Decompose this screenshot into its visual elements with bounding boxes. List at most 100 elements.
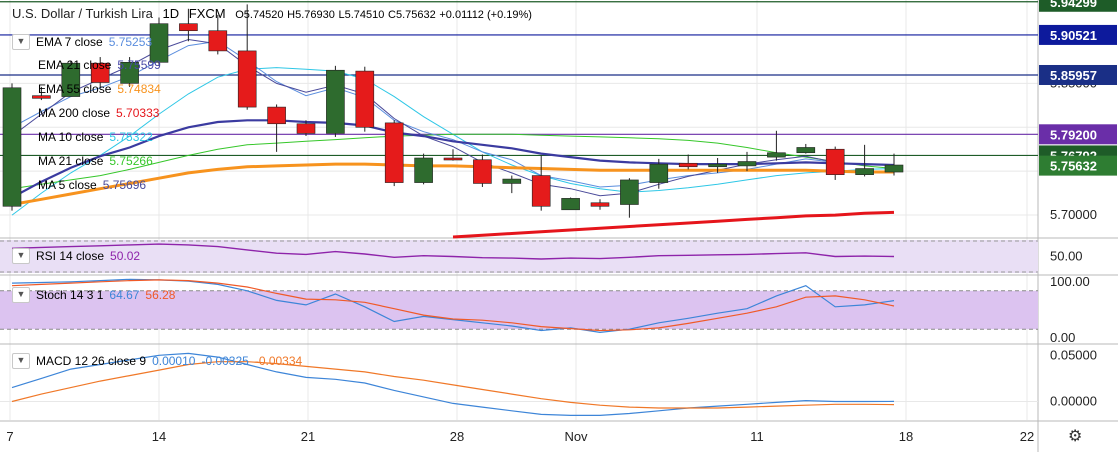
- candle-body: [825, 148, 845, 175]
- price-badge-label: 5.79200: [1050, 127, 1097, 142]
- x-tick-label: 28: [450, 429, 464, 444]
- candle-body: [737, 161, 757, 167]
- indicator-name: MA 10 close: [38, 130, 104, 144]
- indicator-value: 5.75253: [108, 35, 153, 49]
- indicator-legend-ema55[interactable]: EMA 55 close 5.74834: [38, 82, 161, 96]
- indicator-name: RSI 14 close: [36, 249, 105, 263]
- high-value: H5.76930: [287, 9, 335, 21]
- indicator-name: Stoch 14 3 1: [36, 288, 104, 302]
- indicator-name: EMA 7 close: [36, 35, 103, 49]
- x-tick-label: 22: [1020, 429, 1034, 444]
- indicator-value: 5.74834: [117, 82, 161, 96]
- candle-body: [708, 163, 727, 168]
- x-tick-label: 7: [6, 429, 13, 444]
- price-badge: [1039, 64, 1117, 85]
- rsi-legend[interactable]: ▼ RSI 14 close 50.02: [12, 248, 140, 264]
- source-label: FXCM: [188, 6, 226, 21]
- candle-body: [884, 164, 904, 173]
- macd-legend[interactable]: ▼ MACD 12 26 close 9 0.00010 -0.00325 -0…: [12, 353, 302, 369]
- macd-signal-line: [11, 361, 895, 409]
- indicator-name: MA 200 close: [38, 106, 111, 120]
- indicator-legend-ema7[interactable]: ▼ EMA 7 close 5.75253: [12, 34, 152, 50]
- macd-hist-value: -0.00334: [254, 354, 303, 368]
- x-tick-label: 14: [152, 429, 166, 444]
- indicator-value: 50.02: [110, 249, 141, 263]
- price-badge: [1039, 24, 1117, 45]
- stoch-legend[interactable]: ▼ Stoch 14 3 1 64.67 56.28: [12, 287, 175, 303]
- indicator-name: EMA 21 close: [38, 58, 112, 72]
- x-tick-label: Nov: [564, 429, 588, 444]
- candle-body: [32, 95, 51, 99]
- open-value: O5.74520: [235, 9, 284, 21]
- x-tick-label: 18: [899, 429, 913, 444]
- low-value: L5.74510: [338, 9, 385, 21]
- collapse-chevron-icon[interactable]: ▼: [12, 34, 30, 50]
- collapse-chevron-icon[interactable]: ▼: [12, 353, 30, 369]
- indicator-name: EMA 55 close: [38, 82, 112, 96]
- price-badge-label: 5.85957: [1050, 68, 1097, 83]
- stoch-d-value: 56.28: [145, 288, 176, 302]
- rsi-line: [11, 243, 895, 260]
- indicator-value: 5.75266: [109, 154, 153, 168]
- price-badge-label: 5.75632: [1050, 159, 1097, 174]
- close-value: C5.75632: [388, 9, 436, 21]
- macd-signal-value: -0.00325: [201, 354, 249, 368]
- interval-label[interactable]: 1D: [162, 6, 180, 21]
- chart-header: U.S. Dollar / Turkish Lira 1D FXCM O5.74…: [12, 6, 532, 21]
- candle-body: [90, 62, 110, 83]
- macd-tick-label: 0.05000: [1050, 347, 1097, 362]
- candle-body: [267, 106, 286, 125]
- indicator-name: MA 5 close: [38, 178, 97, 192]
- candle-body: [61, 62, 81, 97]
- indicator-value: 5.70333: [116, 106, 160, 120]
- candle-body: [355, 70, 375, 128]
- x-tick-label: 11: [750, 429, 764, 444]
- candle-body: [767, 152, 786, 158]
- stoch-tick-label: 0.00: [1050, 330, 1075, 345]
- candle-body: [326, 69, 345, 134]
- candle-body: [237, 50, 257, 108]
- price-badge-label: 5.90521: [1050, 28, 1097, 43]
- indicator-value: 5.75599: [117, 58, 161, 72]
- candle-body: [620, 179, 639, 205]
- candle-body: [796, 147, 816, 154]
- candle-body: [855, 168, 874, 175]
- candle-body: [678, 162, 698, 168]
- indicator-legend-ma5[interactable]: MA 5 close 5.75696: [38, 178, 146, 192]
- indicator-legend-ma10[interactable]: MA 10 close 5.75322: [38, 130, 153, 144]
- indicator-legend-ema21[interactable]: EMA 21 close 5.75599: [38, 58, 161, 72]
- price-tick-label: 5.70000: [1050, 207, 1097, 222]
- price-badge: [1039, 124, 1117, 145]
- candle-body: [649, 163, 669, 183]
- stoch-k-value: 64.67: [109, 288, 140, 302]
- macd-value: 0.00010: [152, 354, 196, 368]
- indicator-value: 5.75322: [109, 130, 153, 144]
- candle-body: [443, 157, 463, 161]
- indicator-value: 5.75696: [102, 178, 147, 192]
- rsi-tick-label: 50.00: [1050, 249, 1083, 264]
- x-tick-label: 21: [301, 429, 315, 444]
- macd-tick-label: 0.00000: [1050, 394, 1097, 409]
- indicator-legend-ma200[interactable]: MA 200 close 5.70333: [38, 106, 159, 120]
- candle-body: [384, 122, 404, 183]
- candle-body: [149, 23, 169, 63]
- price-badge-label: 5.94299: [1050, 0, 1097, 10]
- ma21-line: [11, 133, 895, 190]
- candle-body: [179, 23, 198, 32]
- stoch-d-line: [11, 279, 895, 332]
- candle-body: [296, 123, 316, 134]
- indicator-name: MACD 12 26 close 9: [36, 354, 147, 368]
- indicator-legend-ma21[interactable]: MA 21 close 5.75266: [38, 154, 153, 168]
- collapse-chevron-icon[interactable]: ▼: [12, 248, 30, 264]
- stoch-band: [0, 290, 1038, 330]
- candle-body: [502, 178, 522, 184]
- symbol-title[interactable]: U.S. Dollar / Turkish Lira: [12, 6, 153, 21]
- macd-line: [11, 352, 895, 416]
- candle-body: [208, 30, 228, 52]
- price-badge: [1039, 155, 1117, 176]
- price-badge: [1039, 0, 1117, 12]
- indicator-name: MA 21 close: [38, 154, 104, 168]
- candle-body: [590, 202, 610, 207]
- collapse-chevron-icon[interactable]: ▼: [12, 287, 30, 303]
